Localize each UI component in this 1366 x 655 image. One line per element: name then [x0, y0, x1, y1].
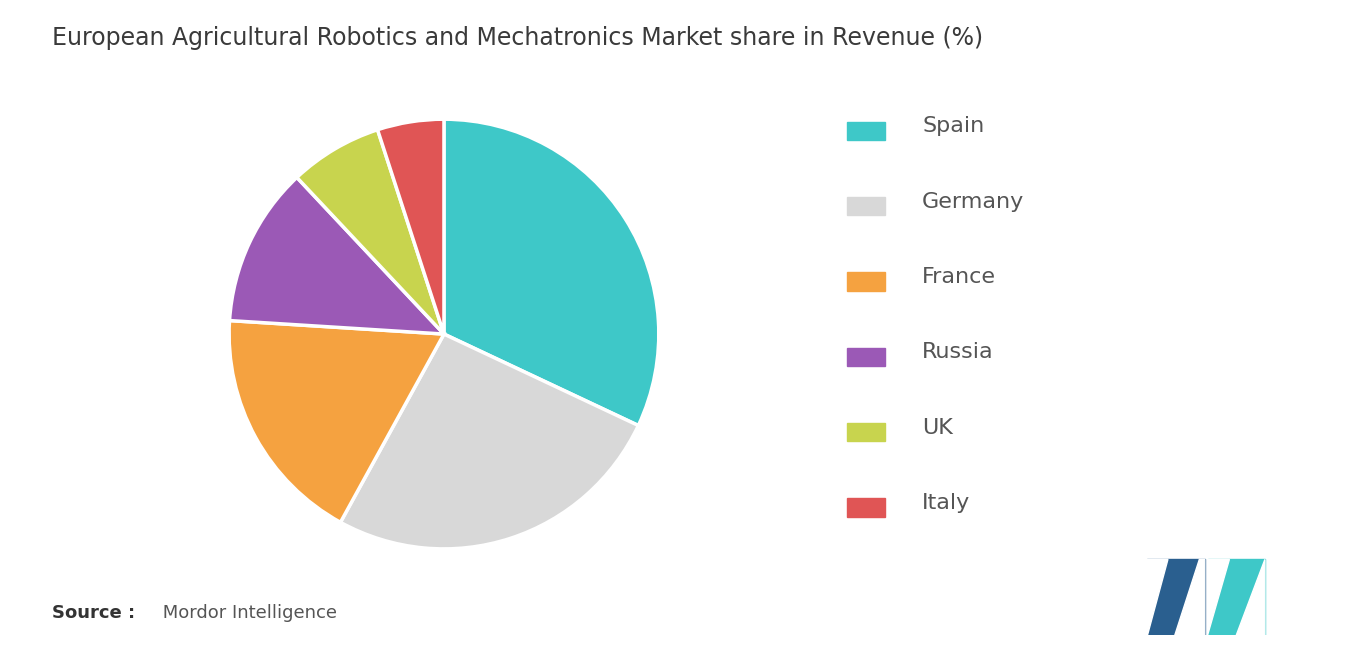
Text: Russia: Russia	[922, 343, 993, 362]
Text: UK: UK	[922, 418, 953, 438]
Text: European Agricultural Robotics and Mechatronics Market share in Revenue (%): European Agricultural Robotics and Mecha…	[52, 26, 984, 50]
Wedge shape	[444, 119, 658, 426]
Wedge shape	[296, 130, 444, 334]
Text: Germany: Germany	[922, 192, 1024, 212]
Text: Italy: Italy	[922, 493, 970, 513]
Polygon shape	[1175, 559, 1205, 635]
Polygon shape	[1147, 559, 1168, 635]
Polygon shape	[1147, 563, 1172, 635]
Polygon shape	[1147, 559, 1205, 635]
Text: Source :: Source :	[52, 605, 135, 622]
Wedge shape	[340, 334, 638, 549]
Polygon shape	[1208, 559, 1265, 635]
Polygon shape	[1236, 559, 1265, 635]
Polygon shape	[1147, 563, 1199, 635]
Text: Spain: Spain	[922, 117, 985, 136]
Text: Mordor Intelligence: Mordor Intelligence	[157, 605, 337, 622]
Wedge shape	[377, 119, 444, 334]
Wedge shape	[229, 178, 444, 334]
Wedge shape	[229, 320, 444, 522]
Text: France: France	[922, 267, 996, 287]
Polygon shape	[1208, 559, 1229, 635]
